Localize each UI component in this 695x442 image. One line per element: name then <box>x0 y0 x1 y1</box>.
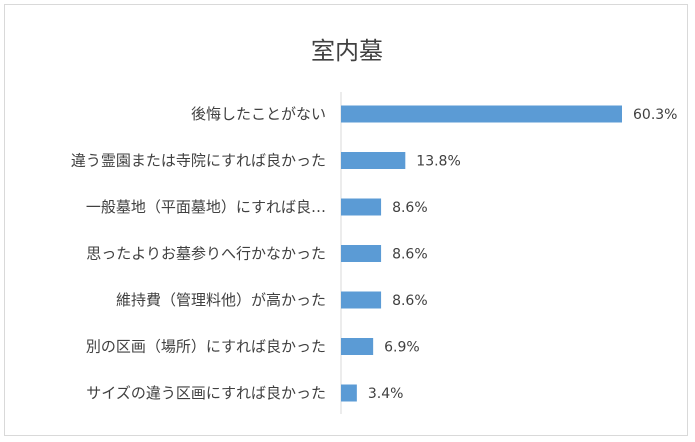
bar <box>341 152 406 169</box>
bars-group: 後悔したことがない 60.3% 違う霊園または寺院にすれば良かった 13.8% 一般墓地… <box>71 92 677 414</box>
chart-frame: 室内墓 <box>4 4 688 436</box>
category-label: 一般墓地（平面墓地）にすれば良… <box>86 198 326 216</box>
bar <box>341 384 357 402</box>
category-label: 別の区画（場所）にすれば良かった <box>86 338 326 356</box>
bar <box>341 338 374 355</box>
value-label: 8.6% <box>392 247 428 263</box>
value-label: 6.9% <box>384 340 420 356</box>
category-label: サイズの違う区画にすれば良かった <box>86 384 326 402</box>
bar <box>341 105 622 123</box>
value-label: 8.6% <box>392 200 428 216</box>
category-label: 後悔したことがない <box>191 105 326 123</box>
chart-title: 室内墓 <box>311 37 383 65</box>
bar <box>341 291 382 309</box>
value-label: 3.4% <box>368 386 404 402</box>
category-label: 維持費（管理料他）が高かった <box>116 291 326 309</box>
category-label: 思ったよりお墓参りへ行かなかった <box>86 245 326 263</box>
bar <box>341 245 382 262</box>
value-label: 60.3% <box>633 107 677 123</box>
category-label: 違う霊園または寺院にすれば良かった <box>71 152 326 170</box>
value-label: 13.8% <box>416 154 460 170</box>
value-label: 8.6% <box>392 293 428 309</box>
bar <box>341 198 382 216</box>
